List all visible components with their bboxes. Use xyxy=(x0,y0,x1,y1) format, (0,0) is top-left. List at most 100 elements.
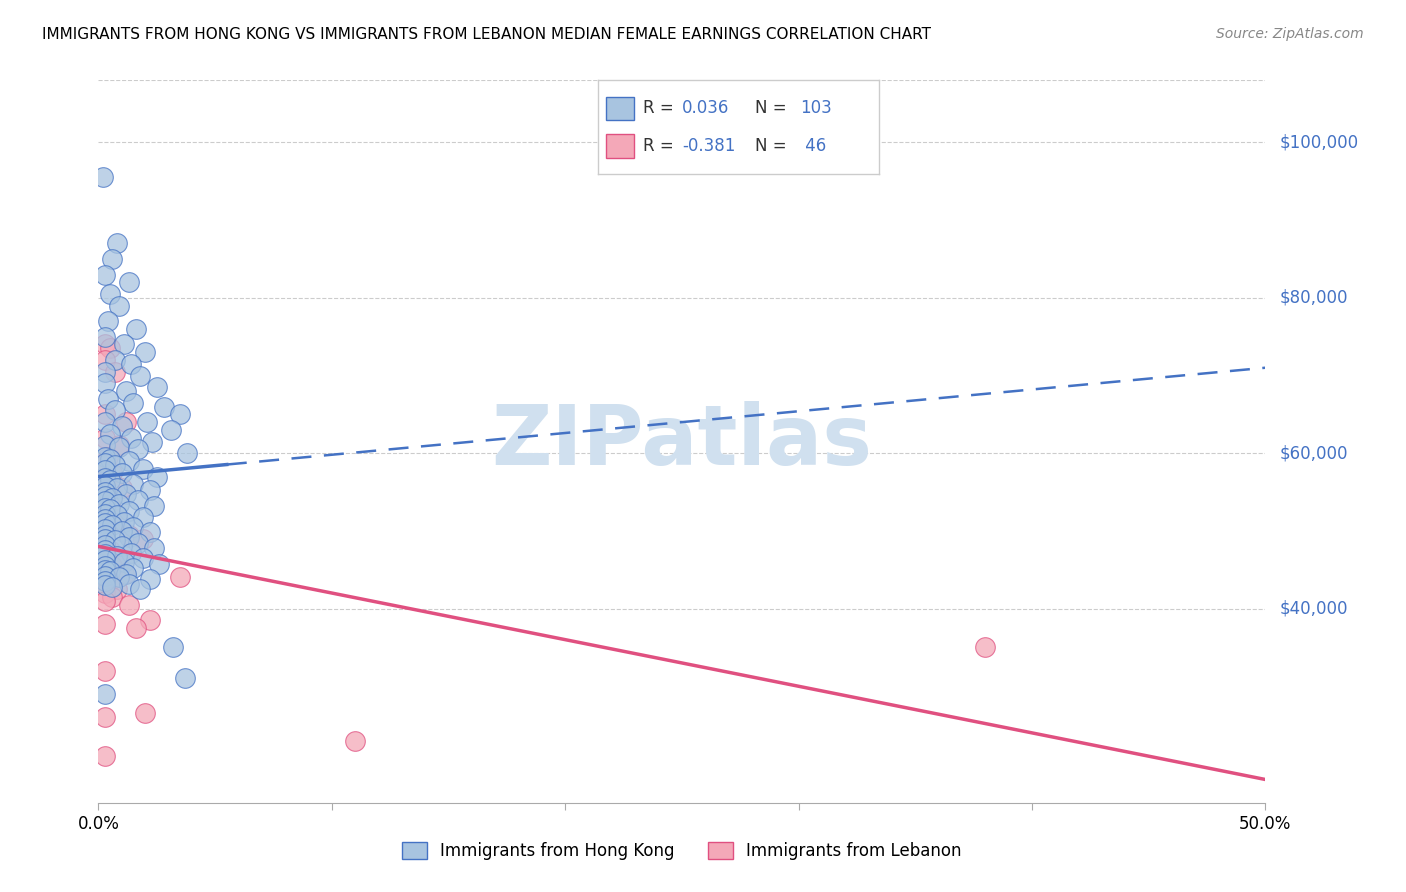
Point xyxy=(94,337,117,351)
Point xyxy=(94,553,117,567)
Point xyxy=(118,528,141,542)
Point xyxy=(94,563,117,577)
Point xyxy=(127,535,149,549)
Point xyxy=(159,423,181,437)
Point xyxy=(94,586,117,600)
Point xyxy=(94,479,117,493)
Point xyxy=(105,481,128,495)
Point xyxy=(94,617,117,632)
Point xyxy=(134,345,156,359)
Text: $60,000: $60,000 xyxy=(1279,444,1348,462)
Point xyxy=(94,415,117,429)
Point xyxy=(169,408,191,422)
Point xyxy=(94,547,117,561)
Point xyxy=(94,522,117,536)
Text: Source: ZipAtlas.com: Source: ZipAtlas.com xyxy=(1216,27,1364,41)
Point xyxy=(94,594,117,608)
Point xyxy=(104,365,127,379)
Point xyxy=(94,547,117,561)
Point xyxy=(132,532,155,546)
Point xyxy=(94,512,117,526)
Point xyxy=(105,582,128,596)
Point xyxy=(111,540,134,554)
Point xyxy=(139,483,162,498)
Point xyxy=(111,466,134,480)
Point xyxy=(94,489,117,503)
Point xyxy=(94,494,117,508)
Point xyxy=(94,431,117,445)
Point xyxy=(98,426,121,441)
Point xyxy=(94,528,117,542)
Point xyxy=(94,569,117,583)
Point xyxy=(127,492,149,507)
Point xyxy=(94,687,117,701)
Point xyxy=(143,499,166,513)
Point xyxy=(98,287,121,301)
Point xyxy=(104,458,127,472)
Point xyxy=(169,570,191,584)
Point xyxy=(94,268,117,282)
Point xyxy=(94,540,117,554)
Point xyxy=(132,461,155,475)
Point xyxy=(139,572,162,586)
Point xyxy=(148,557,170,571)
Point xyxy=(112,566,135,581)
Point xyxy=(105,236,128,251)
Point xyxy=(94,558,117,573)
Point xyxy=(143,541,166,555)
Point xyxy=(94,471,117,485)
Point xyxy=(104,353,127,368)
Point xyxy=(94,504,117,518)
Point xyxy=(122,561,145,575)
Text: N =: N = xyxy=(755,99,792,118)
Point xyxy=(97,450,120,464)
Point xyxy=(118,504,141,518)
Point xyxy=(104,533,127,548)
FancyBboxPatch shape xyxy=(606,134,634,158)
Point xyxy=(98,341,121,355)
Point xyxy=(129,582,152,596)
Point xyxy=(94,485,117,500)
Point xyxy=(94,563,117,577)
Point xyxy=(94,458,117,472)
Point xyxy=(108,438,131,452)
Point xyxy=(94,543,117,558)
Point xyxy=(152,400,174,414)
Point xyxy=(974,640,997,655)
Point xyxy=(118,576,141,591)
Point xyxy=(118,454,141,468)
Point xyxy=(94,555,117,569)
Point xyxy=(101,517,124,532)
Point xyxy=(108,551,131,566)
Point xyxy=(132,509,155,524)
Point xyxy=(139,525,162,540)
Point xyxy=(139,613,162,627)
Point xyxy=(146,380,169,394)
Point xyxy=(120,546,142,560)
Point xyxy=(108,440,131,454)
Point xyxy=(98,497,121,511)
Point xyxy=(94,524,117,538)
Point xyxy=(94,450,117,464)
Point xyxy=(98,474,121,488)
Point xyxy=(94,507,117,521)
Point xyxy=(101,558,124,573)
Point xyxy=(94,578,117,592)
Point xyxy=(112,515,135,529)
Point xyxy=(94,538,117,552)
Point xyxy=(94,376,117,391)
Point xyxy=(94,749,117,764)
Point xyxy=(94,570,117,584)
Point xyxy=(105,508,128,523)
Legend: Immigrants from Hong Kong, Immigrants from Lebanon: Immigrants from Hong Kong, Immigrants fr… xyxy=(395,835,969,867)
Point xyxy=(94,574,117,589)
Point xyxy=(120,431,142,445)
Point xyxy=(101,580,124,594)
Point xyxy=(104,403,127,417)
Text: ZIPatlas: ZIPatlas xyxy=(492,401,872,482)
Point xyxy=(115,486,138,500)
Point xyxy=(134,706,156,721)
Point xyxy=(344,733,367,747)
Point xyxy=(111,419,134,434)
Point xyxy=(111,481,134,495)
